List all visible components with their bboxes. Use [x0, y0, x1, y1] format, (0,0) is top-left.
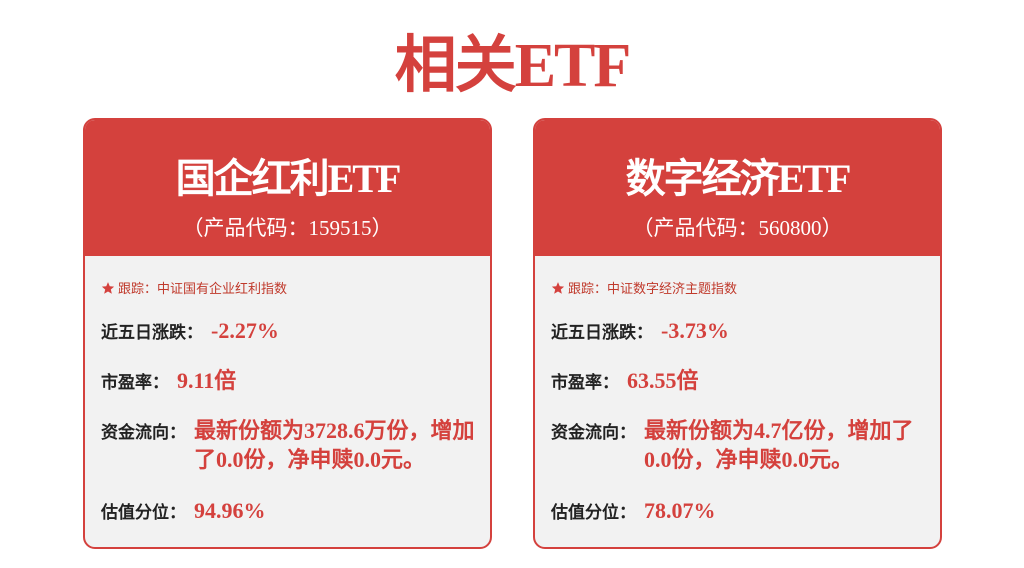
tracking-index: 跟踪：中证数字经济主题指数: [551, 278, 737, 297]
row-value: -2.27%: [211, 318, 279, 343]
row-value: 最新份额为4.7亿份，增加了0.0份，净申赎0.0元。: [644, 418, 914, 472]
row-value: 94.96%: [194, 498, 266, 523]
card-name: 数字经济ETF: [625, 156, 852, 201]
row-label: 市盈率：: [101, 373, 169, 393]
row-value: 63.55倍: [627, 368, 699, 393]
page-title: 相关ETF: [394, 32, 632, 100]
info-row: 市盈率： 63.55倍: [551, 366, 926, 395]
etf-card: 数字经济ETF （产品代码：560800） 跟踪：中证数字经济主题指数近五日涨跌： -…: [533, 118, 942, 549]
tracking-index: 跟踪：中证国有企业红利指数: [101, 278, 287, 297]
info-row: 近五日涨跌： -2.27%: [101, 316, 476, 345]
info-row: 估值分位： 94.96%: [101, 496, 476, 525]
card-header: 国企红利ETF （产品代码：159515）: [85, 120, 490, 256]
info-row: 资金流向： 最新份额为3728.6万份，增加了0.0份，净申赎0.0元。: [101, 416, 476, 474]
tracking-text: 跟踪：中证数字经济主题指数: [568, 282, 738, 297]
card-header: 数字经济ETF （产品代码：560800）: [535, 120, 940, 256]
info-row: 市盈率： 9.11倍: [101, 366, 476, 395]
star-icon: [551, 282, 565, 294]
row-label: 近五日涨跌：: [551, 323, 653, 343]
row-label: 近五日涨跌：: [101, 323, 203, 343]
row-label: 估值分位：: [551, 503, 636, 523]
row-label: 资金流向：: [101, 423, 186, 443]
tracking-text: 跟踪：中证国有企业红利指数: [118, 282, 288, 297]
row-value: 最新份额为3728.6万份，增加了0.0份，净申赎0.0元。: [194, 418, 475, 472]
card-name: 国企红利ETF: [175, 156, 402, 201]
product-code: （产品代码：560800）: [632, 216, 843, 240]
row-label: 市盈率：: [551, 373, 619, 393]
product-code: （产品代码：159515）: [182, 216, 393, 240]
row-value: 9.11倍: [177, 368, 237, 393]
info-row: 估值分位： 78.07%: [551, 496, 926, 525]
star-icon: [101, 282, 115, 294]
etf-card: 国企红利ETF （产品代码：159515） 跟踪：中证国有企业红利指数近五日涨跌： -…: [83, 118, 492, 549]
row-label: 资金流向：: [551, 423, 636, 443]
row-value: -3.73%: [661, 318, 729, 343]
row-value: 78.07%: [644, 498, 716, 523]
row-label: 估值分位：: [101, 503, 186, 523]
info-row: 资金流向： 最新份额为4.7亿份，增加了0.0份，净申赎0.0元。: [551, 416, 926, 474]
info-row: 近五日涨跌： -3.73%: [551, 316, 926, 345]
